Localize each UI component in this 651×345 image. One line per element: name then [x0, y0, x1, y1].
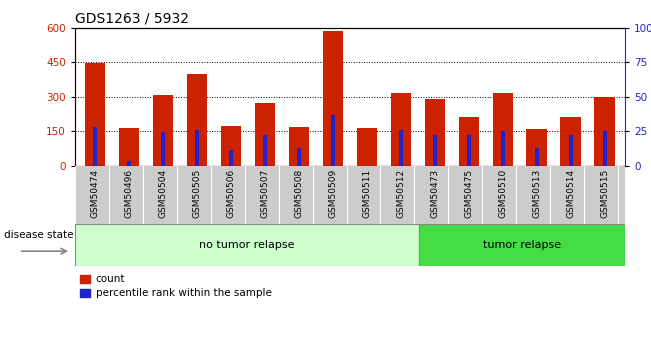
Bar [568, 135, 573, 166]
Text: GSM50511: GSM50511 [363, 169, 371, 218]
Bar [458, 117, 479, 166]
Bar [187, 73, 207, 166]
Bar [195, 130, 199, 166]
Bar [153, 95, 173, 166]
Legend: count, percentile rank within the sample: count, percentile rank within the sample [80, 274, 271, 298]
Bar [467, 135, 471, 166]
Bar [255, 104, 275, 166]
Text: GSM50508: GSM50508 [294, 169, 303, 218]
Bar [229, 150, 233, 166]
Bar [221, 127, 242, 166]
Text: GSM50510: GSM50510 [498, 169, 507, 218]
Text: GSM50507: GSM50507 [260, 169, 270, 218]
Bar [331, 115, 335, 166]
Bar [127, 161, 132, 166]
Bar [493, 93, 513, 166]
Bar [501, 131, 505, 166]
Text: no tumor relapse: no tumor relapse [199, 240, 294, 250]
Bar [263, 135, 267, 166]
Text: GSM50505: GSM50505 [193, 169, 202, 218]
Bar [119, 128, 139, 166]
Bar [289, 127, 309, 166]
Text: GDS1263 / 5932: GDS1263 / 5932 [75, 11, 189, 25]
Bar [85, 62, 105, 166]
Text: disease state: disease state [4, 230, 74, 239]
Bar [603, 131, 607, 166]
Text: GSM50473: GSM50473 [430, 169, 439, 218]
Bar [561, 117, 581, 166]
Bar [399, 130, 403, 166]
Bar [424, 99, 445, 166]
Text: GSM50515: GSM50515 [600, 169, 609, 218]
Text: GSM50506: GSM50506 [227, 169, 236, 218]
Text: GSM50509: GSM50509 [329, 169, 337, 218]
Text: GSM50475: GSM50475 [464, 169, 473, 218]
Bar [433, 135, 437, 166]
Text: GSM50496: GSM50496 [125, 169, 133, 218]
Bar [534, 148, 539, 166]
Text: tumor relapse: tumor relapse [483, 240, 561, 250]
Bar [297, 148, 301, 166]
FancyBboxPatch shape [419, 224, 625, 266]
Bar [391, 93, 411, 166]
Text: GSM50514: GSM50514 [566, 169, 575, 218]
FancyBboxPatch shape [75, 224, 419, 266]
Bar [527, 129, 547, 166]
Text: GSM50513: GSM50513 [532, 169, 541, 218]
Bar [93, 127, 97, 166]
Text: GSM50474: GSM50474 [90, 169, 100, 218]
Bar [357, 128, 377, 166]
Bar [161, 132, 165, 166]
Bar [594, 97, 615, 166]
Text: GSM50504: GSM50504 [159, 169, 168, 218]
Text: GSM50512: GSM50512 [396, 169, 406, 218]
Bar [323, 31, 343, 166]
